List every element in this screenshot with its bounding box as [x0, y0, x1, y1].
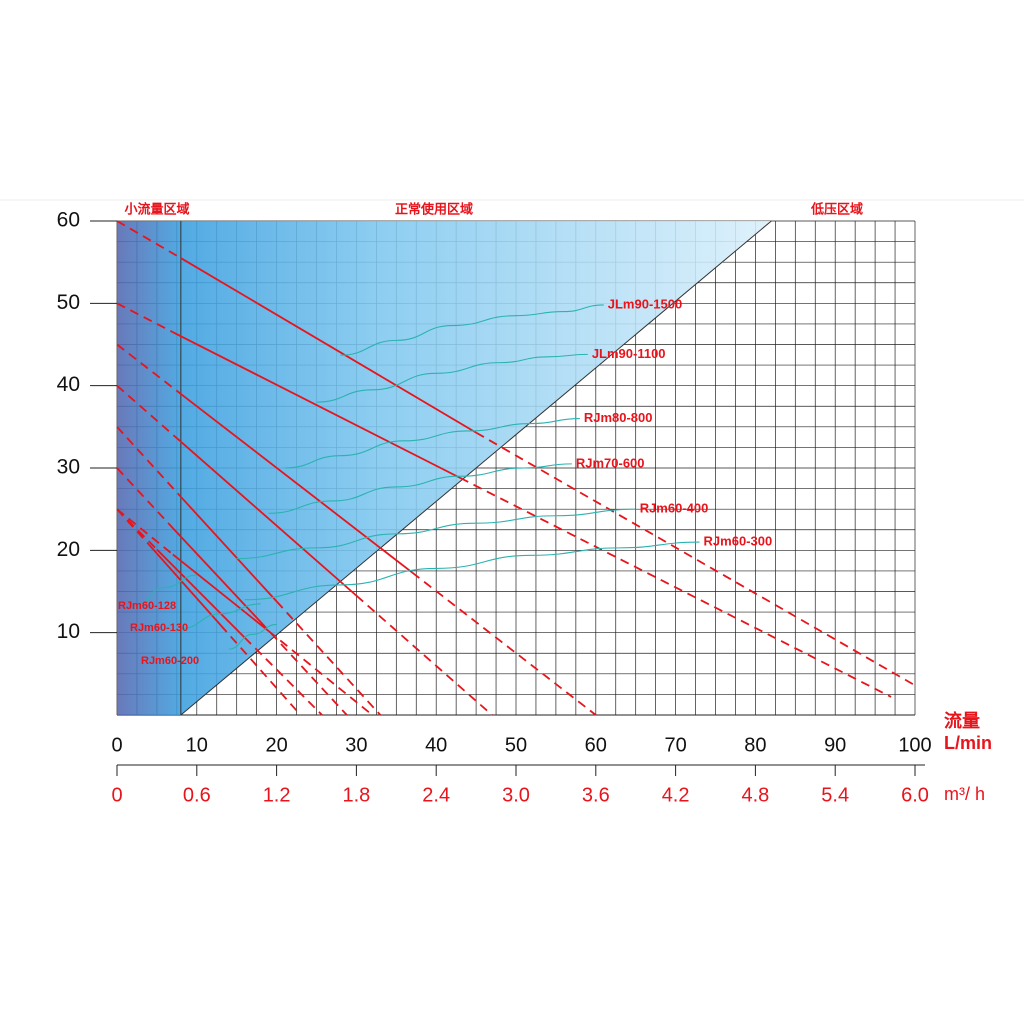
series-line [180, 603, 261, 630]
zones [117, 220, 772, 716]
pump-curve [411, 571, 597, 716]
pump-curve [180, 496, 278, 602]
series-label: RJm60-128 [118, 600, 176, 612]
series-label: RJm80-800 [584, 410, 653, 425]
pump-curve [172, 331, 461, 479]
y-tick-label: 10 [57, 620, 80, 643]
x-tick-label: 20 [265, 734, 287, 756]
series-line [228, 623, 277, 650]
pump-curve [116, 467, 174, 529]
pump-curve [116, 426, 182, 498]
series-label: RJm70-600 [576, 455, 645, 470]
pump-curve [116, 343, 182, 395]
x-tick-label: 50 [505, 734, 527, 756]
pump-curve [275, 600, 382, 716]
x-tick-label: 80 [744, 734, 766, 756]
pump-curve [180, 393, 413, 574]
pump-curve [116, 220, 182, 259]
series-label: RJm60-130 [130, 622, 188, 634]
y-tick-label: 60 [57, 209, 80, 232]
marks [116, 220, 916, 716]
region-label: 低压区域 [810, 201, 863, 216]
series-line [340, 304, 604, 356]
zone-boundary [180, 220, 772, 716]
x-tick-label: 60 [585, 734, 607, 756]
series-label: RJm60-200 [141, 655, 199, 667]
pump-curve [244, 636, 323, 716]
pump-curve [268, 630, 373, 716]
x-tick-label: 10 [186, 734, 208, 756]
x2-tick-label: 6.0 [901, 784, 929, 806]
pump-curve [355, 594, 493, 716]
x-axis-unit: L/min [944, 733, 992, 753]
series-label: RJm60-300 [704, 534, 773, 549]
x2-tick-label: 5.4 [821, 784, 849, 806]
labels: 小流量区域 正常使用区域 低压区域 JLm90-1500 JLm90-1100 RJm80… [57, 201, 992, 806]
y-tick-label: 20 [57, 538, 80, 561]
pump-curve [180, 440, 357, 597]
pump-curve [156, 548, 246, 639]
series-line [244, 541, 700, 601]
series-line [284, 418, 580, 469]
x2-tick-label: 1.8 [342, 784, 370, 806]
x2-tick-label: 1.2 [263, 784, 291, 806]
pump-curve [180, 257, 477, 434]
series-line [236, 508, 636, 560]
x2-tick-label: 0.6 [183, 784, 211, 806]
series-label: RJm60-400 [640, 501, 709, 516]
x-tick-label: 100 [898, 734, 931, 756]
pump-curve [475, 431, 916, 687]
pump-curve [116, 508, 150, 546]
x2-tick-label: 3.0 [502, 784, 530, 806]
x-tick-label: 40 [425, 734, 447, 756]
pump-curve [259, 621, 348, 716]
series-line [268, 463, 572, 514]
region-label: 正常使用区域 [395, 201, 473, 216]
series-line [316, 353, 588, 403]
x2-tick-label: 2.4 [422, 784, 450, 806]
y-tick-label: 30 [57, 456, 80, 479]
pump-curve [116, 508, 174, 556]
series-label: JLm90-1100 [592, 346, 666, 361]
pump-curve [172, 553, 270, 632]
pump-curve [116, 302, 174, 333]
usable-zone [117, 221, 772, 715]
x2-tick-label: 0 [111, 784, 122, 806]
pump-curve [116, 508, 158, 551]
x-tick-label: 70 [664, 734, 686, 756]
series-line [132, 574, 197, 609]
pump-curve [459, 477, 892, 698]
pump-curve [220, 624, 302, 716]
x-tick-label: 30 [345, 734, 367, 756]
x2-tick-label: 4.8 [741, 784, 769, 806]
x-tick-label: 90 [824, 734, 846, 756]
x-tick-label: 0 [111, 734, 122, 756]
x2-tick-label: 3.6 [582, 784, 610, 806]
x-axis-label: 流量 [944, 710, 980, 731]
y-tick-label: 40 [57, 373, 80, 396]
region-label: 小流量区域 [124, 201, 189, 216]
series-label: JLm90-1500 [608, 296, 682, 311]
y-tick-label: 50 [57, 291, 80, 314]
pump-curve [148, 543, 222, 626]
x2-tick-label: 4.2 [662, 784, 690, 806]
x2-axis-label: m³/ h [944, 784, 985, 804]
